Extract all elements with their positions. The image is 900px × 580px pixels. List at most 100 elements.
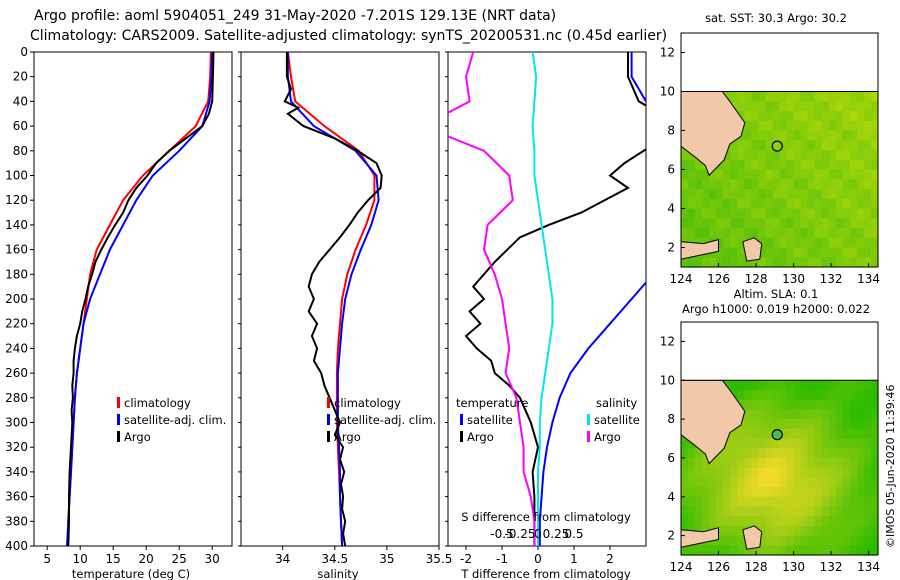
map-cell [814, 91, 823, 102]
map-cell [716, 189, 724, 200]
map-cell [765, 247, 773, 258]
map-cell [716, 477, 724, 488]
map-cell [793, 208, 802, 219]
map-cell [737, 218, 745, 229]
map-cell [821, 189, 830, 200]
map-cell [835, 169, 844, 180]
map-cell [807, 516, 816, 527]
map-cell [758, 159, 766, 171]
map-cell [688, 208, 696, 219]
map-cell [871, 487, 879, 498]
map-cell [765, 438, 773, 449]
map-cell [793, 457, 802, 469]
map-cell [737, 140, 745, 151]
map-cell [842, 545, 851, 556]
map-cell [772, 111, 781, 122]
map-cell [772, 438, 781, 449]
map-cell [849, 189, 858, 200]
map-cell [835, 487, 844, 498]
map-cell [821, 525, 830, 537]
map-cell [849, 457, 858, 469]
map-cell [716, 257, 724, 268]
map-cell [849, 535, 858, 546]
map-y-tick-label: 12 [660, 46, 675, 60]
depth-tick-label: 0 [20, 45, 28, 59]
map-cell [821, 545, 830, 556]
map-cell [765, 101, 773, 112]
map-cell [730, 198, 738, 210]
map-cell [814, 150, 823, 161]
map-cell [807, 428, 816, 440]
map-cell [814, 390, 823, 401]
map-x-tick-label: 124 [670, 560, 693, 574]
map-cell [821, 257, 830, 268]
map-cell [871, 380, 879, 391]
map-cell [807, 390, 816, 401]
map-cell [863, 390, 872, 401]
map-cell [793, 101, 802, 112]
map-cell [828, 140, 837, 151]
map-cell [723, 457, 731, 469]
map-cell [814, 140, 823, 151]
map-cell [744, 545, 752, 556]
map-cell [793, 525, 802, 537]
map-frame [680, 32, 879, 268]
map-cell [758, 525, 766, 537]
difference-top-xlabel: S difference from climatology [461, 510, 631, 524]
map-cell [786, 409, 795, 420]
map-cell [856, 390, 865, 401]
map-cell [772, 399, 781, 410]
map-cell [702, 198, 710, 210]
map-cell [702, 208, 710, 219]
map-cell [737, 516, 745, 527]
map-cell [744, 380, 752, 391]
map-cell [849, 477, 858, 488]
temperature-legend: climatology satellite-adj. clim. Argo [117, 396, 226, 444]
map-y-tick-label: 12 [660, 334, 675, 348]
map-cell [828, 120, 837, 132]
map-cell [871, 506, 879, 517]
map-cell [814, 409, 823, 420]
map-cell [814, 516, 823, 527]
salinity-legend: climatology satellite-adj. clim. Argo [327, 396, 436, 444]
map-cell [695, 198, 703, 210]
map-cell [856, 535, 865, 546]
map-cell [716, 159, 724, 171]
map-cell [737, 477, 745, 488]
map-cell [758, 516, 766, 527]
map-cell [737, 208, 745, 219]
map-cell [842, 419, 851, 430]
map-cell [751, 477, 759, 488]
map-cell [807, 140, 816, 151]
map-cell [723, 257, 731, 268]
map-cell [835, 428, 844, 440]
map-cell [828, 218, 837, 229]
map-cell [821, 179, 830, 190]
map-cell [695, 448, 703, 459]
map-cell [842, 428, 851, 440]
depth-tick-label: 120 [5, 193, 28, 207]
map-cell [730, 189, 738, 200]
map-cell [807, 189, 816, 200]
map-cell [842, 237, 851, 249]
map-cell [688, 496, 696, 508]
map-cell [758, 237, 766, 249]
map-cell [800, 487, 809, 498]
map-cell [814, 247, 823, 258]
map-cell [800, 198, 809, 210]
map-cell [828, 101, 837, 112]
map-cell [821, 496, 830, 508]
map-cell [772, 409, 781, 420]
legend-label-argo: Argo [334, 430, 361, 444]
map-cell [779, 409, 788, 420]
map-cell [856, 428, 865, 440]
map-cell [807, 159, 816, 171]
map-cell [849, 448, 858, 459]
map-cell [744, 101, 752, 112]
map-cell [800, 150, 809, 161]
map-cell [779, 516, 788, 527]
map-cell [709, 457, 717, 469]
map-cell [863, 419, 872, 430]
depth-tick-label: 180 [5, 267, 28, 281]
map-x-tick-label: 128 [745, 560, 768, 574]
